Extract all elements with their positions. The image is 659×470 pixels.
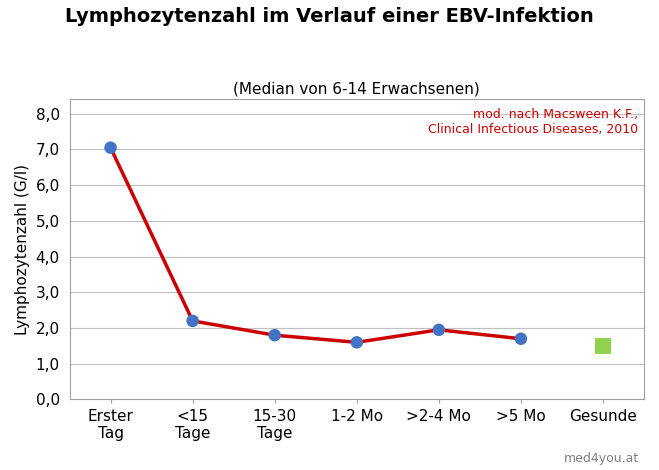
- Text: Lymphozytenzahl im Verlauf einer EBV-Infektion: Lymphozytenzahl im Verlauf einer EBV-Inf…: [65, 7, 594, 26]
- Point: [598, 342, 608, 350]
- Point: [270, 331, 280, 339]
- Point: [434, 326, 444, 334]
- Point: [105, 144, 116, 151]
- Text: med4you.at: med4you.at: [564, 452, 639, 465]
- Point: [351, 338, 362, 346]
- Point: [187, 317, 198, 325]
- Y-axis label: Lymphozytenzahl (G/l): Lymphozytenzahl (G/l): [15, 164, 30, 335]
- Point: [515, 335, 526, 343]
- Title: (Median von 6-14 Erwachsenen): (Median von 6-14 Erwachsenen): [233, 82, 480, 97]
- Text: mod. nach Macsween K.F.,
Clinical Infectious Diseases, 2010: mod. nach Macsween K.F., Clinical Infect…: [428, 109, 639, 136]
